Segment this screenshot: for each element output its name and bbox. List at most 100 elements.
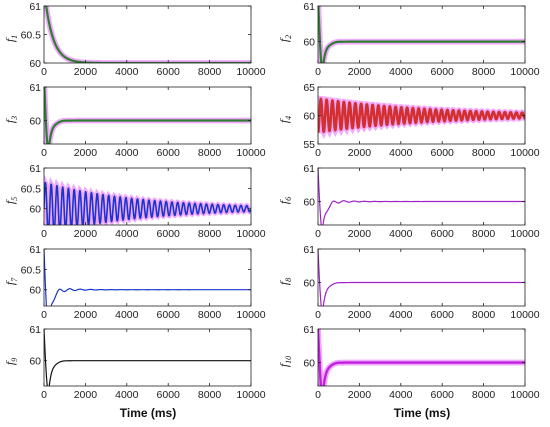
series-f7 (44, 249, 251, 306)
y-tick-label: 61 (303, 324, 315, 336)
y-tick-label: 61 (29, 244, 41, 256)
y-axis-label-f9: f9 (3, 358, 19, 365)
x-tick-label: 6000 (157, 228, 181, 240)
x-tick-label: 2000 (348, 228, 372, 240)
x-tick-label: 4000 (115, 309, 139, 321)
x-tick-label: 10000 (236, 147, 265, 159)
x-tick-label: 6000 (157, 147, 181, 159)
x-tick-label: 2000 (74, 228, 98, 240)
x-tick-label: 0 (315, 228, 321, 240)
axes-box-f10 (317, 328, 526, 387)
series-f1 (45, 6, 251, 63)
x-tick-label: 8000 (472, 66, 496, 78)
x-tick-label: 6000 (431, 66, 455, 78)
x-tick-label: 4000 (389, 66, 413, 78)
subplot-f1: 0 2000 4000 6000 8000 10000 60 60.5 61 f1 (3, 1, 266, 78)
subplot-f10: 0 2000 4000 6000 8000 10000 60 61 f10 (277, 324, 540, 401)
axes-box-f1 (43, 5, 252, 64)
y-tick-label: 60 (29, 356, 41, 368)
x-tick-label: 0 (41, 389, 47, 401)
y-tick-label: 60 (303, 197, 315, 209)
x-tick-label: 0 (41, 309, 47, 321)
x-tick-label: 2000 (348, 389, 372, 401)
y-axis-label-f7: f7 (3, 277, 19, 285)
series-f2 (318, 6, 525, 63)
y-tick-label: 60.5 (21, 264, 42, 276)
x-tick-label: 0 (41, 228, 47, 240)
series-f4 (318, 97, 525, 134)
x-tick-label: 10000 (510, 309, 539, 321)
subplot-f8: 0 2000 4000 6000 8000 10000 60 61 f8 (277, 244, 540, 321)
x-tick-label: 4000 (115, 228, 139, 240)
series-f1-halo (44, 6, 251, 63)
x-tick-label: 10000 (236, 309, 265, 321)
subplot-f4: 0 2000 4000 6000 8000 10000 55 60 65 f4 (277, 82, 540, 159)
x-tick-label: 10000 (510, 147, 539, 159)
x-tick-label: 10000 (510, 389, 539, 401)
series-f2-halo (318, 6, 525, 63)
x-tick-label: 6000 (431, 228, 455, 240)
y-tick-label: 60 (303, 358, 315, 370)
x-tick-label: 8000 (198, 309, 222, 321)
y-tick-label: 60 (303, 37, 315, 49)
x-tick-label: 10000 (236, 389, 265, 401)
subplot-f6: 0 2000 4000 6000 8000 10000 60 61 f6 (277, 163, 540, 240)
x-tick-label: 10000 (236, 66, 265, 78)
axes-box-f9 (43, 328, 252, 387)
x-tick-label: 6000 (157, 66, 181, 78)
series-f3-halo (44, 87, 251, 144)
y-axis-label-f1: f1 (3, 35, 19, 42)
x-tick-label: 10000 (510, 228, 539, 240)
axes-box-f2 (317, 5, 526, 64)
series-f8 (318, 249, 525, 306)
y-axis-label-f2: f2 (277, 35, 293, 42)
x-tick-label: 6000 (157, 309, 181, 321)
x-tick-label: 2000 (348, 66, 372, 78)
x-tick-label: 0 (315, 147, 321, 159)
y-tick-label: 55 (303, 139, 315, 151)
axes-box-f6 (317, 167, 526, 226)
x-tick-label: 6000 (431, 389, 455, 401)
x-tick-label: 10000 (510, 66, 539, 78)
y-axis-label-f8: f8 (277, 278, 293, 285)
x-tick-label: 4000 (115, 147, 139, 159)
x-tick-label: 0 (41, 147, 47, 159)
y-axis-label-f4: f4 (277, 116, 293, 123)
x-tick-label: 2000 (74, 66, 98, 78)
series-f6 (318, 168, 525, 225)
y-axis-label-f5: f5 (3, 197, 19, 204)
subplot-f7: 0 2000 4000 6000 8000 10000 60 60.5 61 f7 (3, 244, 266, 321)
series-f5 (44, 181, 251, 225)
y-tick-label: 60.5 (21, 183, 42, 195)
x-tick-label: 0 (315, 389, 321, 401)
x-axis-label-right: Time (ms) (394, 406, 450, 420)
x-tick-label: 2000 (74, 147, 98, 159)
x-tick-label: 2000 (74, 309, 98, 321)
axes-box-f8 (317, 248, 526, 307)
y-tick-label: 60 (29, 58, 41, 70)
y-tick-label: 61 (29, 324, 41, 336)
x-tick-label: 6000 (431, 147, 455, 159)
x-tick-label: 10000 (236, 228, 265, 240)
axes-box-f7 (43, 248, 252, 307)
y-tick-label: 61 (303, 1, 315, 13)
axes-box-f5 (43, 167, 252, 226)
y-axis-label-f6: f6 (277, 197, 293, 204)
subplot-f9: 0 2000 4000 6000 8000 10000 60 61 f9 (3, 324, 266, 401)
subplot-f5: 0 2000 4000 6000 8000 10000 60 60.5 61 f5 (3, 163, 266, 240)
x-tick-label: 8000 (198, 389, 222, 401)
x-tick-label: 2000 (348, 309, 372, 321)
x-tick-label: 4000 (389, 309, 413, 321)
series-f3 (44, 87, 251, 144)
x-tick-label: 2000 (348, 147, 372, 159)
x-tick-label: 8000 (472, 228, 496, 240)
x-tick-label: 2000 (74, 389, 98, 401)
x-axis-label-left: Time (ms) (120, 406, 176, 420)
x-tick-label: 0 (315, 66, 321, 78)
subplot-f3: 0 2000 4000 6000 8000 10000 60 61 f3 (3, 82, 266, 159)
y-tick-label: 61 (29, 82, 41, 94)
x-tick-label: 0 (315, 309, 321, 321)
y-tick-label: 60 (303, 111, 315, 123)
